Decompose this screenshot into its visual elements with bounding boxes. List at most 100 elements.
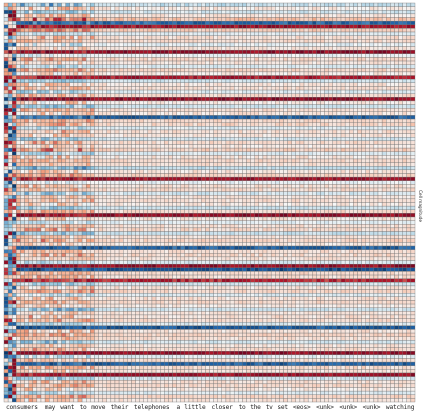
heatmap-cell [328, 10, 333, 15]
heatmap-cell [188, 118, 194, 123]
heatmap-cell [246, 115, 251, 120]
heatmap-cell [312, 75, 317, 80]
heatmap-cell [213, 75, 218, 80]
heatmap-cell [365, 31, 370, 36]
heatmap-cell [209, 144, 214, 149]
heatmap-cell [49, 118, 54, 123]
heatmap-cell [86, 155, 91, 160]
heatmap-cell [266, 42, 272, 47]
heatmap-cell [303, 39, 309, 44]
heatmap-cell [402, 169, 407, 174]
heatmap-cell [336, 173, 342, 178]
heatmap-cell [307, 104, 313, 109]
heatmap-cell [266, 162, 272, 167]
heatmap-cell [386, 28, 391, 33]
heatmap-cell [164, 176, 169, 181]
heatmap-cell [106, 39, 112, 44]
heatmap-cell [123, 31, 128, 36]
heatmap-cell [131, 111, 136, 116]
heatmap-cell [221, 140, 227, 145]
heatmap-cell [49, 89, 54, 94]
heatmap-cell [312, 53, 317, 58]
heatmap-cell [287, 173, 292, 178]
heatmap-cell [250, 129, 255, 134]
heatmap-cell [353, 31, 358, 36]
heatmap-cell [238, 108, 243, 112]
heatmap-cell [160, 75, 165, 80]
heatmap-cell [402, 180, 407, 185]
heatmap-cell [316, 42, 321, 47]
heatmap-cell [24, 42, 29, 47]
heatmap-cell [324, 89, 329, 94]
heatmap-cell [164, 144, 169, 149]
heatmap-cell [320, 144, 325, 149]
heatmap-cell [3, 31, 9, 36]
heatmap-cell [221, 176, 227, 181]
heatmap-cell [332, 49, 338, 54]
heatmap-cell [287, 39, 292, 44]
heatmap-cell [209, 140, 214, 145]
heatmap-cell [316, 17, 321, 22]
heatmap-cell [53, 31, 58, 36]
heatmap-cell [139, 115, 144, 120]
heatmap-cell [365, 151, 370, 156]
heatmap-cell [402, 78, 407, 83]
heatmap-cell [217, 35, 223, 40]
heatmap-cell [225, 108, 231, 112]
heatmap-cell [238, 57, 243, 62]
heatmap-cell [139, 68, 144, 73]
heatmap-cell [98, 78, 103, 83]
heatmap-cell [28, 24, 33, 29]
heatmap-cell [36, 17, 42, 22]
heatmap-cell [225, 140, 231, 145]
heatmap-cell [365, 118, 370, 123]
heatmap-cell [102, 17, 107, 22]
heatmap-cell [118, 140, 124, 145]
heatmap-cell [221, 151, 227, 156]
heatmap-cell [180, 89, 186, 94]
heatmap-cell [168, 10, 173, 15]
heatmap-cell [229, 173, 235, 178]
heatmap-cell [61, 82, 66, 87]
heatmap-cell [332, 13, 338, 18]
heatmap-cell [151, 151, 157, 156]
heatmap-cell [344, 78, 350, 83]
heatmap-cell [192, 115, 198, 120]
heatmap-cell [410, 6, 416, 11]
heatmap-cell [291, 57, 296, 62]
heatmap-cell [102, 118, 107, 123]
heatmap-cell [381, 28, 387, 33]
heatmap-cell [20, 118, 25, 123]
heatmap-cell [61, 147, 66, 152]
heatmap-cell [73, 31, 79, 36]
heatmap-cell [102, 10, 107, 15]
heatmap-cell [291, 126, 296, 131]
heatmap-cell [143, 133, 149, 138]
heatmap-cell [299, 118, 305, 123]
heatmap-cell [114, 46, 120, 51]
heatmap-cell [49, 13, 54, 18]
heatmap-cell [24, 64, 29, 69]
heatmap-cell [61, 118, 66, 123]
heatmap-cell [217, 169, 223, 174]
heatmap-cell [98, 122, 103, 127]
heatmap-cell [3, 137, 9, 142]
heatmap-cell [283, 169, 288, 174]
heatmap-cell [180, 20, 186, 25]
heatmap-cell [32, 176, 38, 181]
heatmap-cell [275, 60, 280, 65]
heatmap-cell [238, 151, 243, 156]
heatmap-cell [196, 6, 202, 11]
heatmap-cell [373, 144, 379, 149]
heatmap-cell [44, 42, 50, 47]
heatmap-cell [320, 162, 325, 167]
heatmap-cell [61, 126, 66, 131]
heatmap-cell [143, 151, 149, 156]
heatmap-cell [176, 104, 181, 109]
heatmap-cell [221, 118, 227, 123]
heatmap-cell [81, 147, 87, 152]
heatmap-cell [184, 28, 190, 33]
heatmap-cell [20, 151, 25, 156]
heatmap-cell [394, 53, 399, 58]
heatmap-cell [410, 49, 416, 54]
